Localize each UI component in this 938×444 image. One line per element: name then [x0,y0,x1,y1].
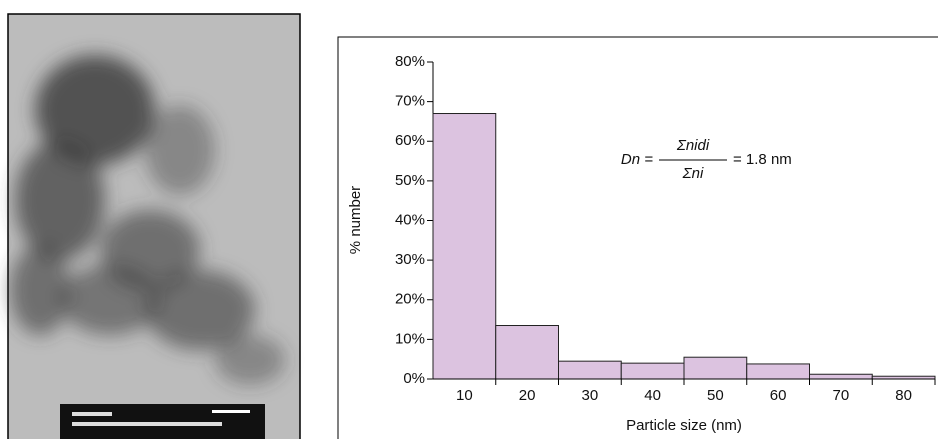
bar [746,363,810,380]
y-tick-label: 10% [395,330,425,347]
y-tick-label: 30% [395,251,425,268]
y-tick-label: 50% [395,172,425,189]
bar [620,362,685,380]
bar [432,113,497,380]
formula-numerator: Σnidi [676,137,710,154]
bar [683,356,748,380]
x-tick-label: 20 [519,387,536,404]
y-tick-label: 20% [395,291,425,308]
x-tick-label: 70 [833,387,850,404]
x-tick-label: 40 [644,387,661,404]
formula-rhs: = 1.8 nm [733,151,792,168]
formula-lhs: Dn = [621,151,653,168]
micrograph [7,13,301,444]
y-axis-label: % number [347,186,364,254]
chart-frame [337,36,938,444]
y-tick-label: 70% [395,93,425,110]
x-tick-label: 10 [456,387,473,404]
formula-denominator: Σni [682,165,704,182]
x-tick-label: 80 [895,387,912,404]
y-tick-label: 80% [395,53,425,70]
bar [809,373,873,380]
x-axis-label: Particle size (nm) [626,417,742,434]
bar [558,360,622,380]
x-tick-label: 60 [770,387,787,404]
y-tick-label: 40% [395,211,425,228]
y-tick-label: 60% [395,132,425,149]
x-tick-label: 30 [582,387,599,404]
formula: Dn = Σnidi Σni = 1.8 nm [621,137,792,182]
x-tick-label: 50 [707,387,724,404]
bar [495,325,559,380]
y-tick-label: 0% [403,370,425,387]
